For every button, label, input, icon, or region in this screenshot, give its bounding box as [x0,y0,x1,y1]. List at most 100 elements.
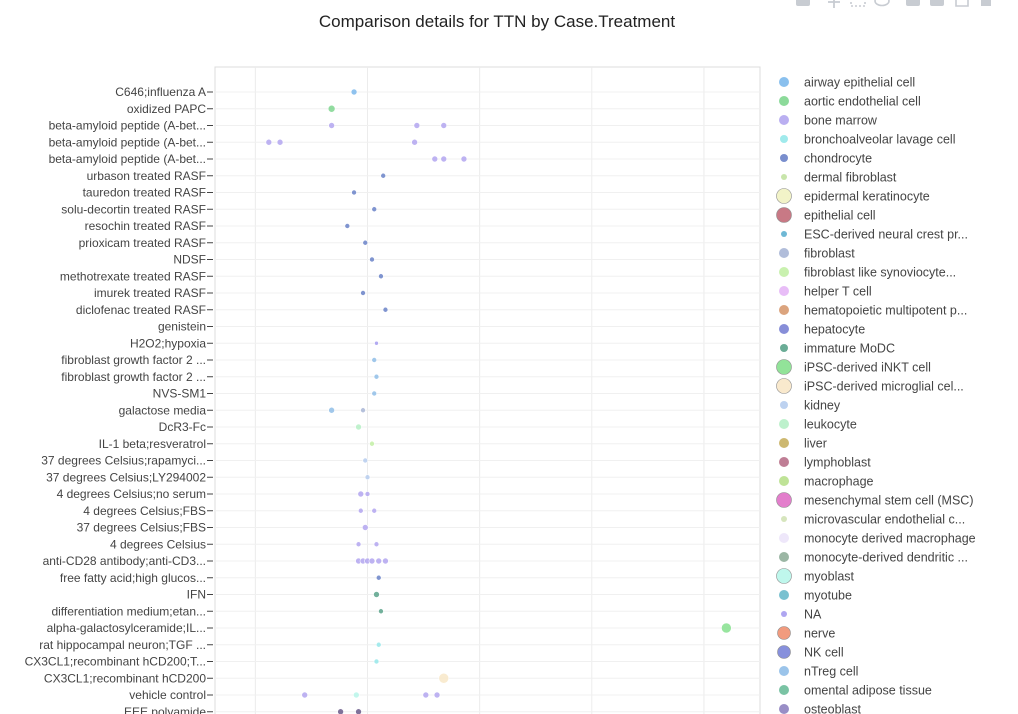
legend-label: hematopoietic multipotent p... [804,304,967,318]
data-point[interactable] [438,672,450,684]
data-point[interactable] [355,541,362,548]
data-point[interactable] [328,122,335,129]
data-point[interactable] [375,574,382,581]
modebar[interactable] [796,0,993,8]
data-point[interactable] [369,256,375,263]
legend-item[interactable]: nerve [777,626,836,641]
data-point[interactable] [361,524,369,531]
data-point[interactable] [373,658,380,665]
data-point[interactable] [301,691,309,699]
legend-item[interactable]: osteoblast [779,703,862,714]
legend-item[interactable]: NK cell [777,645,844,660]
data-point[interactable] [380,172,387,179]
data-point[interactable] [373,541,380,548]
data-point[interactable] [368,557,376,565]
lasso-icon[interactable] [874,0,890,7]
legend-item[interactable]: myotube [779,589,852,603]
legend-item[interactable]: leukocyte [779,418,857,432]
data-point[interactable] [344,223,351,229]
legend-item[interactable]: nTreg cell [779,665,858,679]
data-point[interactable] [382,557,389,565]
zoom-in-icon[interactable] [906,0,920,6]
plot-area[interactable]: C646;influenza A oxidized PAPC beta-amyloi… [25,66,761,714]
legend-item[interactable]: myoblast [776,568,855,584]
data-point[interactable] [411,138,418,146]
legend-item[interactable]: NA [781,608,822,622]
data-point[interactable] [373,373,380,380]
legend-item[interactable]: fibroblast [779,247,855,261]
data-point[interactable] [371,206,378,213]
legend-item[interactable]: kidney [780,399,841,413]
data-point[interactable] [276,138,284,146]
legend-item[interactable]: helper T cell [779,285,872,299]
data-point[interactable] [382,306,389,313]
data-point[interactable] [360,290,366,296]
data-points[interactable] [265,88,732,714]
data-point[interactable] [413,122,421,129]
data-point[interactable] [355,708,362,714]
legend-item[interactable]: aortic endothelial cell [779,95,921,109]
data-point[interactable] [357,507,364,514]
legend-item[interactable]: hematopoietic multipotent p... [779,304,967,318]
legend-item[interactable]: liver [779,437,827,451]
legend-item[interactable]: immature MoDC [780,342,895,356]
legend-item[interactable]: monocyte derived macrophage [779,532,976,546]
data-point[interactable] [327,104,336,113]
data-point[interactable] [433,691,441,699]
legend-item[interactable]: chondrocyte [780,152,872,166]
autoscale-icon[interactable] [955,0,969,7]
data-point[interactable] [350,88,358,96]
data-point[interactable] [337,708,344,714]
legend-item[interactable]: bone marrow [779,114,878,128]
legend-item[interactable]: epidermal keratinocyte [776,188,930,204]
legend-item[interactable]: hepatocyte [779,323,865,337]
legend-item[interactable]: monocyte-derived dendritic ... [779,551,968,565]
data-point[interactable] [422,691,430,699]
legend-item[interactable]: microvascular endothelial c... [781,513,965,527]
data-point[interactable] [352,691,360,699]
data-point[interactable] [373,591,380,598]
data-point[interactable] [378,273,384,280]
data-point[interactable] [328,406,335,414]
legend-item[interactable]: lymphoblast [779,456,871,470]
legend-item[interactable]: omental adipose tissue [779,684,932,698]
data-point[interactable] [371,357,378,363]
data-point[interactable] [721,622,732,634]
data-point[interactable] [362,239,369,246]
legend-item[interactable]: dermal fibroblast [781,171,897,185]
legend-item[interactable]: airway epithelial cell [779,76,915,90]
legend-item[interactable]: fibroblast like synoviocyte... [779,266,956,280]
legend-item[interactable]: iPSC-derived microglial cel... [776,378,964,394]
box-select-icon[interactable] [850,0,866,7]
legend-item[interactable]: bronchoalveolar lavage cell [780,133,955,147]
data-point[interactable] [374,340,379,346]
data-point[interactable] [360,407,366,414]
data-point[interactable] [364,491,371,497]
pan-icon[interactable] [828,0,840,8]
data-point[interactable] [440,155,448,163]
data-point[interactable] [357,490,365,498]
data-point[interactable] [375,641,382,648]
camera-icon[interactable] [796,0,810,6]
legend-item[interactable]: mesenchymal stem cell (MSC) [776,492,974,508]
data-point[interactable] [440,122,448,129]
data-point[interactable] [355,423,362,431]
data-point[interactable] [431,155,439,163]
zoom-out-icon[interactable] [930,0,944,6]
legend-item[interactable]: macrophage [779,475,874,489]
data-point[interactable] [375,557,383,565]
data-point[interactable] [371,390,378,397]
data-point[interactable] [351,189,357,196]
home-icon[interactable] [979,0,993,6]
legend-item[interactable]: epithelial cell [776,207,876,223]
data-point[interactable] [460,155,468,163]
legend-item[interactable]: iPSC-derived iNKT cell [776,359,931,375]
data-point[interactable] [371,507,378,514]
data-point[interactable] [369,440,375,447]
legend-item[interactable]: ESC-derived neural crest pr... [781,228,968,242]
data-point[interactable] [364,474,371,481]
data-point[interactable] [265,138,273,146]
data-point[interactable] [378,608,384,615]
legend[interactable]: airway epithelial cell aortic endothelial… [776,76,976,714]
data-point[interactable] [362,457,369,464]
